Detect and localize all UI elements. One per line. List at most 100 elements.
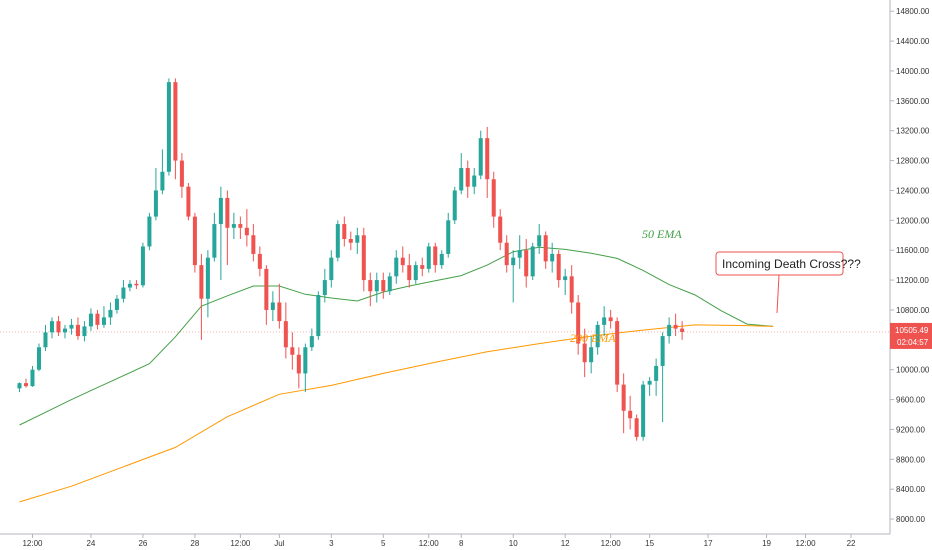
candle[interactable] (472, 168, 477, 195)
time-axis[interactable]: 12:00 24 26 28 12:00 Jul 3 5 12:00 8 10 12 12:00 15 17… (22, 534, 856, 548)
candle[interactable] (660, 332, 665, 422)
candle[interactable] (491, 171, 496, 228)
candle[interactable] (43, 324, 48, 352)
candle[interactable] (147, 212, 152, 251)
candle[interactable] (270, 291, 275, 322)
candle[interactable] (290, 332, 295, 370)
candle[interactable] (329, 250, 334, 288)
candle[interactable] (296, 347, 301, 389)
candle[interactable] (186, 182, 191, 221)
candle[interactable] (576, 295, 581, 355)
candle[interactable] (134, 280, 139, 290)
candle[interactable] (582, 328, 587, 378)
candle[interactable] (439, 250, 444, 269)
candle[interactable] (459, 153, 464, 195)
candle[interactable] (322, 268, 327, 303)
candle[interactable] (550, 242, 555, 273)
candle[interactable] (173, 78, 178, 180)
candle[interactable] (303, 343, 308, 393)
candle[interactable] (121, 280, 126, 303)
candle[interactable] (478, 130, 483, 180)
candle[interactable] (368, 272, 373, 307)
candle[interactable] (595, 321, 600, 355)
candle[interactable] (153, 168, 158, 221)
candle[interactable] (49, 317, 54, 339)
candle[interactable] (374, 272, 379, 303)
candle[interactable] (218, 186, 223, 281)
candle[interactable] (563, 268, 568, 296)
candle[interactable] (680, 321, 685, 340)
death-cross-callout[interactable]: Incoming Death Cross??? (715, 251, 861, 314)
candle[interactable] (36, 343, 41, 372)
plot-area[interactable] (0, 78, 890, 503)
candle[interactable] (361, 227, 366, 292)
candle[interactable] (238, 216, 243, 239)
candle[interactable] (56, 315, 61, 337)
candle[interactable] (108, 302, 113, 325)
candle[interactable] (17, 382, 22, 393)
candle[interactable] (420, 257, 425, 277)
candle[interactable] (413, 261, 418, 284)
candle[interactable] (530, 242, 535, 281)
candle[interactable] (251, 224, 256, 262)
candle[interactable] (342, 216, 347, 247)
candle[interactable] (556, 250, 561, 288)
candle[interactable] (511, 250, 516, 303)
candle[interactable] (524, 238, 529, 288)
candle[interactable] (283, 302, 288, 359)
candle[interactable] (465, 160, 470, 198)
candle[interactable] (446, 212, 451, 258)
candle[interactable] (569, 265, 574, 314)
candle[interactable] (498, 209, 503, 251)
candle[interactable] (621, 373, 626, 434)
candle[interactable] (205, 250, 210, 318)
candle[interactable] (407, 253, 412, 288)
candle[interactable] (355, 227, 360, 254)
candle[interactable] (589, 336, 594, 374)
candle[interactable] (628, 395, 633, 430)
candle[interactable] (179, 153, 184, 198)
candle[interactable] (75, 317, 80, 340)
candle[interactable] (127, 280, 132, 292)
candle[interactable] (634, 414, 639, 441)
candle[interactable] (426, 242, 431, 273)
candle[interactable] (231, 212, 236, 239)
candle[interactable] (537, 224, 542, 254)
candle[interactable] (114, 295, 119, 314)
candle[interactable] (101, 306, 106, 328)
candle[interactable] (517, 235, 522, 269)
candle[interactable] (335, 220, 340, 262)
candle[interactable] (257, 246, 262, 277)
candle[interactable] (160, 149, 165, 195)
candle[interactable] (400, 246, 405, 273)
candle[interactable] (452, 186, 457, 225)
candle[interactable] (225, 190, 230, 266)
candle[interactable] (277, 283, 282, 329)
candle[interactable] (433, 242, 438, 273)
candle[interactable] (192, 212, 197, 273)
candle[interactable] (615, 317, 620, 393)
candle[interactable] (641, 380, 646, 441)
candle[interactable] (30, 365, 35, 387)
candle[interactable] (485, 126, 490, 198)
candle[interactable] (608, 309, 613, 329)
candle[interactable] (199, 253, 204, 340)
candle[interactable] (212, 212, 217, 262)
candle[interactable] (387, 272, 392, 296)
candle[interactable] (264, 265, 269, 325)
candle[interactable] (504, 235, 509, 273)
candle[interactable] (309, 328, 314, 352)
candle[interactable] (140, 242, 145, 288)
candle[interactable] (381, 272, 386, 299)
candle[interactable] (647, 377, 652, 396)
candle[interactable] (316, 291, 321, 340)
candle[interactable] (23, 378, 28, 388)
candle[interactable] (667, 317, 672, 344)
candle[interactable] (602, 306, 607, 337)
candle[interactable] (394, 250, 399, 284)
candle[interactable] (348, 231, 353, 251)
candle[interactable] (244, 209, 249, 247)
candle[interactable] (166, 78, 171, 176)
candle[interactable] (95, 309, 100, 330)
